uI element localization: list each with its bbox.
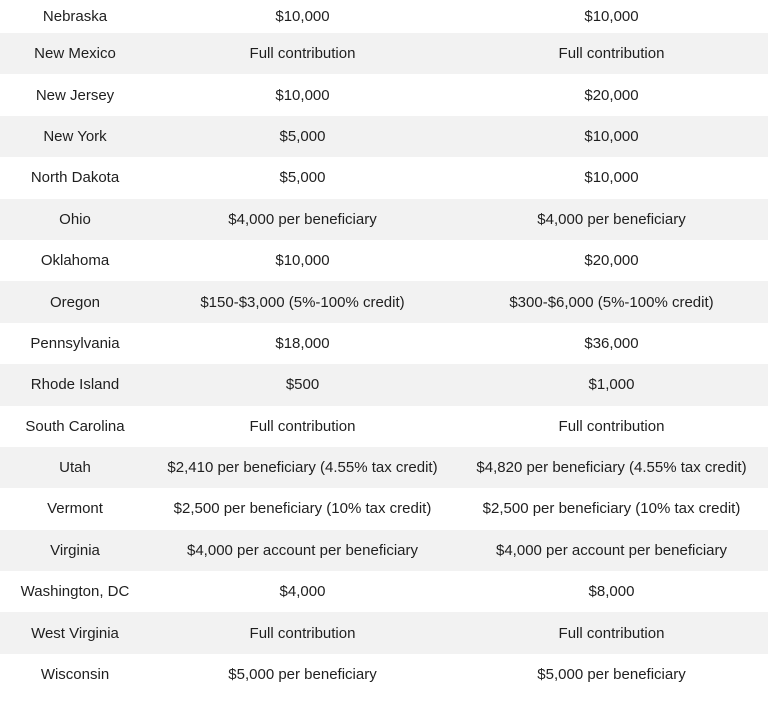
value-cell-2: $1,000 — [588, 376, 635, 394]
state-cell: Nebraska — [42, 8, 108, 25]
value-cell-1: Full contribution — [249, 417, 356, 435]
value-cell-2: $10,000 — [584, 127, 639, 145]
value-cell-2: $300-$6,000 (5%-100% credit) — [509, 293, 714, 311]
table-row: Oregon $150-$3,000 (5%-100% credit) $300-$… — [0, 281, 768, 323]
value-cell-1: $10,000 — [275, 8, 330, 25]
value-cell-2: Full contribution — [558, 417, 665, 435]
state-cell: Ohio — [59, 210, 91, 228]
value-cell-1: $18,000 — [275, 334, 330, 352]
value-cell-2: Full contribution — [558, 45, 665, 63]
table-row: Oklahoma $10,000 $20,000 — [0, 239, 768, 282]
state-cell: Oregon — [49, 293, 101, 311]
state-cell: New Jersey — [35, 86, 115, 104]
value-cell-1: $2,500 per beneficiary (10% tax credit) — [173, 500, 432, 518]
value-cell-2: $10,000 — [584, 8, 639, 25]
state-cell: Vermont — [47, 500, 103, 518]
state-cell: North Dakota — [30, 169, 120, 187]
value-cell-2: $8,000 — [588, 583, 635, 601]
state-cell: Utah — [59, 459, 91, 477]
state-cell: Pennsylvania — [30, 334, 120, 352]
table-row: Washington, DC $4,000 $8,000 — [0, 571, 768, 613]
value-cell-1: $10,000 — [275, 252, 330, 270]
state-cell: Rhode Island — [30, 376, 120, 394]
state-cell: West Virginia — [31, 624, 119, 642]
state-cell: Oklahoma — [40, 252, 110, 270]
state-cell: New Mexico — [34, 45, 116, 63]
table-row: Nebraska $10,000 $10,000 — [0, 0, 768, 33]
state-cell: Virginia — [50, 541, 100, 559]
value-cell-1: $2,410 per beneficiary (4.55% tax credit… — [167, 459, 438, 477]
value-cell-1: $4,000 per account per beneficiary — [187, 541, 418, 559]
table-row: South Carolina Full contribution Full cont… — [0, 405, 768, 447]
value-cell-1: $5,000 — [279, 127, 326, 145]
table-row: New Jersey $10,000 $20,000 — [0, 74, 768, 116]
value-cell-2: $2,500 per beneficiary (10% tax credit) — [482, 500, 741, 518]
table-row: Wisconsin $5,000 per beneficiary $5,000 pe… — [0, 653, 768, 696]
table-row: Pennsylvania $18,000 $36,000 — [0, 322, 768, 365]
value-cell-2: $10,000 — [584, 169, 639, 187]
state-cell: Wisconsin — [40, 666, 110, 684]
table-row: Vermont $2,500 per beneficiary (10% tax c… — [0, 488, 768, 530]
value-cell-2: $20,000 — [584, 252, 639, 270]
table-row: North Dakota $5,000 $10,000 — [0, 157, 768, 199]
value-cell-1: Full contribution — [249, 624, 356, 642]
state-cell: New York — [43, 127, 107, 145]
state-cell: South Carolina — [25, 417, 125, 435]
table-row: Ohio $4,000 per beneficiary $4,000 per ben… — [0, 198, 768, 240]
value-cell-1: $5,000 — [279, 169, 326, 187]
table-row: West Virginia Full contribution Full contr… — [0, 612, 768, 654]
value-cell-1: $4,000 per beneficiary — [228, 210, 377, 228]
value-cell-1: $5,000 per beneficiary — [228, 666, 377, 684]
value-cell-2: Full contribution — [558, 624, 665, 642]
value-cell-1: Full contribution — [249, 45, 356, 63]
value-cell-1: $150-$3,000 (5%-100% credit) — [200, 293, 405, 311]
state-cell: Washington, DC — [20, 583, 130, 601]
table-row: Virginia $4,000 per account per beneficia… — [0, 529, 768, 572]
table-row: New Mexico Full contribution Full contribu… — [0, 33, 768, 75]
value-cell-1: $500 — [285, 376, 320, 394]
table-row: New York $5,000 $10,000 — [0, 115, 768, 158]
value-cell-2: $4,000 per beneficiary — [537, 210, 686, 228]
value-cell-2: $4,000 per account per beneficiary — [496, 541, 727, 559]
value-cell-2: $36,000 — [584, 334, 639, 352]
table-row: Rhode Island $500 $1,000 — [0, 364, 768, 406]
value-cell-2: $5,000 per beneficiary — [537, 666, 686, 684]
value-cell-2: $20,000 — [584, 86, 639, 104]
table-row: Utah $2,410 per beneficiary (4.55% tax cr… — [0, 446, 768, 489]
value-cell-2: $4,820 per beneficiary (4.55% tax credit… — [476, 459, 747, 477]
value-cell-1: $10,000 — [275, 86, 330, 104]
value-cell-1: $4,000 — [279, 583, 326, 601]
